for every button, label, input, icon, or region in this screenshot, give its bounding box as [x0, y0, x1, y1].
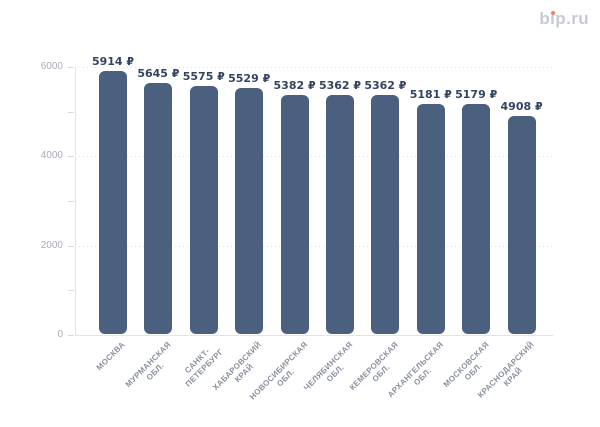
bar-value-label: 5529 ₽: [228, 72, 271, 86]
bar-МОСКВА[interactable]: [99, 70, 127, 334]
bar-ЧЕЛЯБИНСКАЯ ОБЛ.[interactable]: [326, 95, 354, 334]
logo-text-pre: b: [539, 9, 551, 28]
y-axis-tick: [68, 156, 74, 158]
gridline-y-6000: [75, 67, 553, 68]
logo-i-stem: ı: [550, 9, 556, 28]
bar-КЕМЕРОВСКАЯ ОБЛ.[interactable]: [371, 95, 400, 334]
bar-value-label: 5362 ₽: [318, 79, 362, 93]
gridline-y-4000: [75, 156, 553, 158]
bar-value-label: 4908 ₽: [500, 99, 543, 113]
y-axis-tick: [68, 111, 74, 113]
y-axis-tick: [68, 335, 74, 336]
category-label: МУРМАНСКАЯ ОБЛ.: [123, 340, 173, 389]
bar-value-label: 5645 ₽: [137, 66, 180, 80]
y-axis-tick: [68, 67, 74, 68]
y-axis-tick: [68, 201, 74, 202]
bar-САНКТ-ПЕТЕРБУРГ[interactable]: [189, 85, 218, 334]
bar-АРХАНГЕЛЬСКАЯ ОБЛ.[interactable]: [416, 103, 445, 334]
y-axis-tick-label: 2000: [40, 239, 63, 251]
y-axis-tick: [68, 290, 74, 292]
bar-value-label: 5914 ₽: [91, 54, 135, 68]
bar-КРАСНОДАРСКИЙ КРАЙ[interactable]: [507, 115, 536, 334]
y-axis-line: [75, 67, 76, 335]
logo-i-dot: [550, 11, 555, 15]
y-axis-tick-label: 4000: [40, 150, 63, 162]
bar-value-label: 5362 ₽: [364, 79, 407, 93]
bar-value-label: 5575 ₽: [182, 69, 225, 83]
bar-value-label: 5179 ₽: [455, 87, 498, 101]
gridline-y-2000: [75, 245, 553, 247]
bar-ХАБАРОВСКИЙ КРАЙ[interactable]: [235, 88, 264, 334]
logo-letter-i: ı: [550, 9, 555, 29]
bar-МУРМАНСКАЯ ОБЛ.[interactable]: [144, 82, 173, 334]
bar-value-label: 5181 ₽: [409, 87, 452, 101]
logo-text-post: p.ru: [555, 9, 589, 28]
bar-value-label: 5382 ₽: [273, 78, 316, 92]
x-axis-line: [75, 335, 553, 336]
y-axis-tick-label: 0: [57, 329, 63, 340]
bar-МОСКОВСКАЯ ОБЛ.[interactable]: [462, 103, 491, 334]
y-axis-tick-label: 6000: [40, 61, 63, 72]
y-axis-tick: [68, 245, 74, 247]
brand-logo[interactable]: bı p.ru: [539, 9, 589, 29]
category-label: МОСКВА: [95, 340, 128, 373]
bar-НОВОСИБИРСКАЯ ОБЛ.[interactable]: [280, 94, 309, 334]
